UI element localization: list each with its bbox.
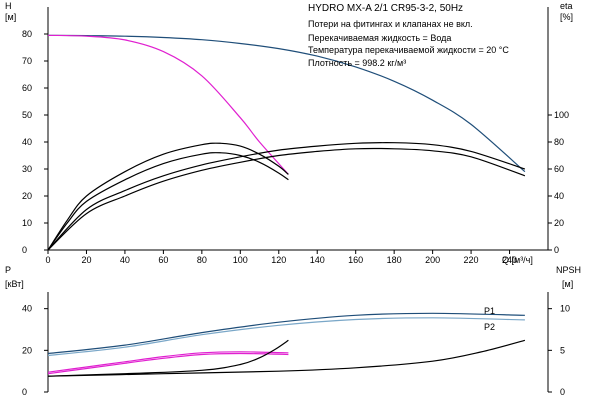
x-tick-label: 40 (120, 255, 130, 265)
curve-black (47, 339, 526, 377)
x-tick-label: 20 (81, 255, 91, 265)
y-axis-unit: [м] (5, 12, 16, 22)
y-tick-label: 40 (22, 304, 32, 314)
y-tick-label: 80 (22, 29, 32, 39)
curve-magenta (47, 352, 289, 375)
curve-magenta (47, 34, 289, 175)
x-tick-label: 160 (348, 255, 363, 265)
series-label-p2: P2 (484, 322, 495, 332)
power-npsh-panel: 0 20 40 0 5 10 P [кВт] NPSH [м] P1 P2 (5, 265, 581, 397)
curve-blue (47, 312, 525, 355)
curve-black (47, 339, 289, 377)
y2-tick-label: 5 (560, 345, 565, 355)
x-tick-label: 220 (464, 255, 479, 265)
x-tick-label: 140 (310, 255, 325, 265)
x-tick-label: 0 (45, 255, 50, 265)
note-density: Плотность = 998.2 кг/м³ (308, 58, 406, 68)
curve-black (47, 142, 526, 251)
y2-tick-label: 100 (554, 110, 569, 120)
x-tick-label: 100 (233, 255, 248, 265)
y-tick-label: 20 (22, 345, 32, 355)
y-axis-label: P (5, 265, 11, 275)
curve-light_blue (47, 317, 525, 357)
y2-axis-label: eta (560, 1, 573, 11)
y-axis-label: H (5, 1, 12, 11)
y2-tick-label: 0 (560, 387, 565, 397)
note-temperature: Температура перекачиваемой жидкости = 20… (308, 45, 509, 55)
x-tick-label: 180 (387, 255, 402, 265)
y-tick-label: 60 (22, 83, 32, 93)
series-label-p1: P1 (484, 306, 495, 316)
note-fittings: Потери на фитингах и клапанах не вкл. (308, 19, 473, 29)
y2-tick-label: 0 (554, 245, 559, 255)
x-tick-label: 200 (425, 255, 440, 265)
y2-tick-label: 40 (554, 191, 564, 201)
head-efficiency-panel: 0 10 20 30 40 50 60 70 80 0 20 40 60 80 100 0 20 40 60 80 10… (5, 1, 573, 265)
y-tick-label: 0 (22, 387, 27, 397)
y-tick-label: 0 (22, 245, 27, 255)
curve-black (47, 147, 526, 251)
curve-black (47, 152, 289, 251)
y2-tick-label: 80 (554, 137, 564, 147)
y-axis-unit: [кВт] (5, 279, 24, 289)
note-liquid: Перекачиваемая жидкость = Вода (308, 33, 451, 43)
y-tick-label: 50 (22, 110, 32, 120)
y-tick-label: 20 (22, 191, 32, 201)
y2-tick-label: 60 (554, 164, 564, 174)
x-tick-label: 60 (158, 255, 168, 265)
x-tick-label: 80 (197, 255, 207, 265)
y2-axis-unit: [%] (560, 12, 573, 22)
y-tick-label: 30 (22, 164, 32, 174)
pump-title: HYDRO MX-A 2/1 CR95-3-2, 50Hz (308, 3, 463, 14)
curve-magenta (47, 351, 289, 373)
x-tick-label: 120 (271, 255, 286, 265)
curve-blue (47, 34, 526, 173)
x-axis-label: Q [м³/ч] (502, 255, 533, 265)
y2-axis-unit: [м] (562, 279, 573, 289)
x-tick-label: 240 (502, 255, 517, 265)
y2-tick-label: 20 (554, 218, 564, 228)
y-tick-label: 10 (22, 218, 32, 228)
y-tick-label: 70 (22, 56, 32, 66)
y-tick-label: 40 (22, 137, 32, 147)
y2-tick-label: 10 (560, 304, 570, 314)
y2-axis-label: NPSH (556, 265, 581, 275)
